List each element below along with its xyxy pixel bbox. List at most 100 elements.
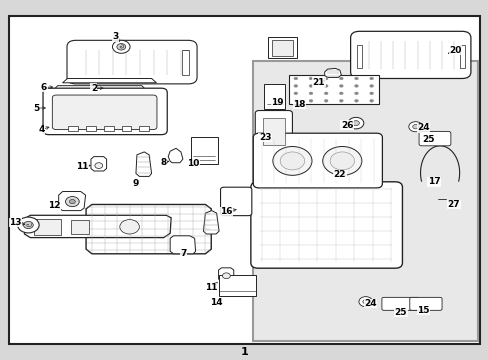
Bar — [103, 126, 113, 131]
Text: 13: 13 — [9, 218, 22, 227]
Text: 10: 10 — [186, 159, 199, 168]
Text: 9: 9 — [132, 179, 139, 188]
Text: 21: 21 — [312, 78, 325, 87]
Polygon shape — [59, 192, 85, 211]
Text: 19: 19 — [271, 98, 284, 107]
Polygon shape — [324, 68, 341, 77]
Polygon shape — [203, 211, 219, 234]
Text: 8: 8 — [161, 158, 166, 167]
Polygon shape — [170, 236, 195, 254]
Polygon shape — [62, 78, 156, 83]
Text: 24: 24 — [416, 123, 429, 132]
Text: 6: 6 — [41, 83, 47, 92]
Circle shape — [280, 152, 304, 170]
FancyBboxPatch shape — [418, 131, 450, 146]
Circle shape — [358, 297, 372, 307]
Circle shape — [324, 92, 327, 95]
Text: 12: 12 — [48, 202, 61, 210]
FancyBboxPatch shape — [67, 40, 197, 84]
Text: 15: 15 — [416, 306, 429, 315]
Circle shape — [120, 220, 139, 234]
Circle shape — [369, 92, 373, 95]
Bar — [219, 275, 255, 296]
Bar — [288, 75, 378, 104]
Bar — [190, 137, 217, 164]
Bar — [86, 126, 96, 131]
Circle shape — [65, 197, 79, 207]
Text: 27: 27 — [447, 200, 459, 209]
FancyBboxPatch shape — [43, 88, 167, 135]
Circle shape — [324, 77, 327, 80]
Circle shape — [339, 92, 343, 95]
Circle shape — [117, 44, 125, 50]
Circle shape — [354, 99, 358, 102]
Text: 3: 3 — [113, 32, 119, 41]
Circle shape — [369, 99, 373, 102]
Circle shape — [308, 92, 312, 95]
FancyBboxPatch shape — [255, 111, 292, 150]
Text: 2: 2 — [91, 84, 97, 93]
Polygon shape — [136, 152, 151, 176]
FancyBboxPatch shape — [350, 31, 470, 78]
Circle shape — [324, 99, 327, 102]
Circle shape — [339, 85, 343, 87]
FancyBboxPatch shape — [253, 133, 382, 188]
Text: 17: 17 — [427, 177, 440, 186]
Text: 25: 25 — [394, 308, 407, 317]
Bar — [264, 84, 284, 109]
Polygon shape — [86, 204, 211, 254]
Polygon shape — [53, 86, 146, 91]
Circle shape — [339, 99, 343, 102]
Circle shape — [329, 152, 354, 170]
Circle shape — [347, 117, 363, 129]
Text: 14: 14 — [209, 298, 222, 307]
Bar — [139, 126, 149, 131]
Polygon shape — [218, 268, 233, 282]
Circle shape — [354, 77, 358, 80]
Bar — [68, 126, 78, 131]
Text: 26: 26 — [340, 121, 353, 130]
Bar — [459, 45, 464, 68]
Bar — [253, 61, 477, 341]
Text: 25: 25 — [421, 135, 434, 144]
Circle shape — [18, 217, 39, 233]
Polygon shape — [168, 148, 183, 163]
Circle shape — [308, 77, 312, 80]
Circle shape — [23, 221, 33, 229]
Circle shape — [293, 77, 297, 80]
Circle shape — [293, 92, 297, 95]
Polygon shape — [24, 215, 171, 238]
Circle shape — [293, 85, 297, 87]
Bar — [263, 118, 284, 145]
Text: 18: 18 — [292, 100, 305, 109]
FancyBboxPatch shape — [409, 297, 441, 310]
Circle shape — [308, 99, 312, 102]
Circle shape — [112, 40, 130, 53]
Bar — [182, 50, 189, 75]
Bar — [71, 220, 89, 234]
Circle shape — [293, 99, 297, 102]
FancyBboxPatch shape — [381, 297, 418, 310]
Circle shape — [322, 147, 361, 175]
Circle shape — [412, 125, 418, 129]
Bar — [34, 219, 61, 235]
Bar — [356, 45, 361, 68]
Text: 4: 4 — [38, 125, 45, 134]
Circle shape — [272, 147, 311, 175]
Circle shape — [354, 92, 358, 95]
FancyBboxPatch shape — [220, 187, 251, 216]
Circle shape — [95, 163, 102, 168]
Circle shape — [369, 85, 373, 87]
Text: 20: 20 — [448, 46, 461, 55]
Bar — [271, 40, 293, 56]
Polygon shape — [91, 157, 106, 171]
Text: 1: 1 — [240, 347, 248, 357]
Circle shape — [408, 122, 422, 132]
Circle shape — [222, 273, 230, 279]
Text: 23: 23 — [258, 133, 271, 142]
Text: 11: 11 — [76, 162, 88, 171]
Circle shape — [339, 77, 343, 80]
Circle shape — [352, 121, 359, 126]
Text: 22: 22 — [333, 170, 346, 179]
Circle shape — [308, 85, 312, 87]
